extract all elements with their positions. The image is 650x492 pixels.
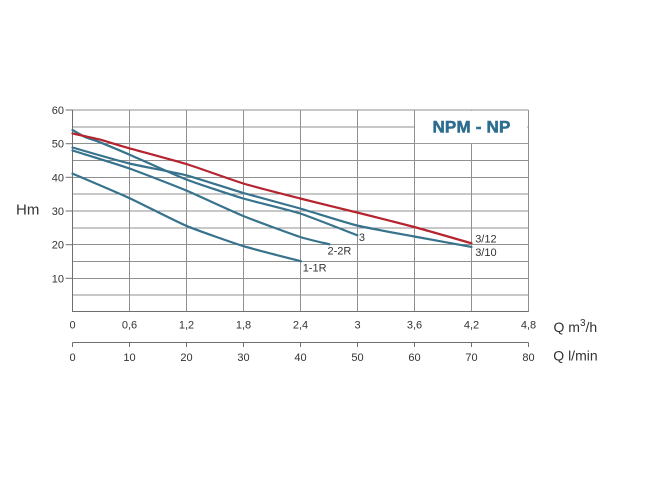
svg-text:3: 3 bbox=[354, 320, 360, 332]
svg-text:NPM - NP: NPM - NP bbox=[432, 118, 510, 137]
svg-text:80: 80 bbox=[522, 352, 534, 364]
svg-text:0: 0 bbox=[69, 352, 75, 364]
svg-text:30: 30 bbox=[52, 206, 64, 218]
svg-text:10: 10 bbox=[52, 273, 64, 285]
svg-text:30: 30 bbox=[237, 352, 249, 364]
svg-text:Q m3/h: Q m3/h bbox=[554, 318, 598, 335]
svg-text:50: 50 bbox=[52, 139, 64, 151]
svg-text:2-2R: 2-2R bbox=[328, 245, 352, 257]
svg-text:40: 40 bbox=[52, 172, 64, 184]
svg-text:20: 20 bbox=[52, 240, 64, 252]
svg-text:20: 20 bbox=[180, 352, 192, 364]
svg-text:2,4: 2,4 bbox=[293, 320, 308, 332]
svg-text:1-1R: 1-1R bbox=[303, 263, 327, 275]
svg-text:70: 70 bbox=[465, 352, 477, 364]
svg-text:0,6: 0,6 bbox=[122, 320, 137, 332]
svg-text:10: 10 bbox=[123, 352, 135, 364]
svg-text:3,6: 3,6 bbox=[407, 320, 422, 332]
svg-text:60: 60 bbox=[408, 352, 420, 364]
svg-text:0: 0 bbox=[69, 320, 75, 332]
svg-text:Q l/min: Q l/min bbox=[553, 347, 597, 363]
svg-text:1,2: 1,2 bbox=[179, 320, 194, 332]
svg-text:3/10: 3/10 bbox=[475, 247, 496, 259]
svg-text:50: 50 bbox=[351, 352, 363, 364]
svg-text:60: 60 bbox=[52, 105, 64, 117]
svg-text:4,8: 4,8 bbox=[521, 320, 536, 332]
svg-text:40: 40 bbox=[294, 352, 306, 364]
svg-text:3: 3 bbox=[359, 232, 365, 244]
svg-text:4,2: 4,2 bbox=[464, 320, 479, 332]
svg-text:Hm: Hm bbox=[16, 202, 39, 219]
svg-text:3/12: 3/12 bbox=[475, 233, 496, 245]
svg-text:1,8: 1,8 bbox=[236, 320, 251, 332]
